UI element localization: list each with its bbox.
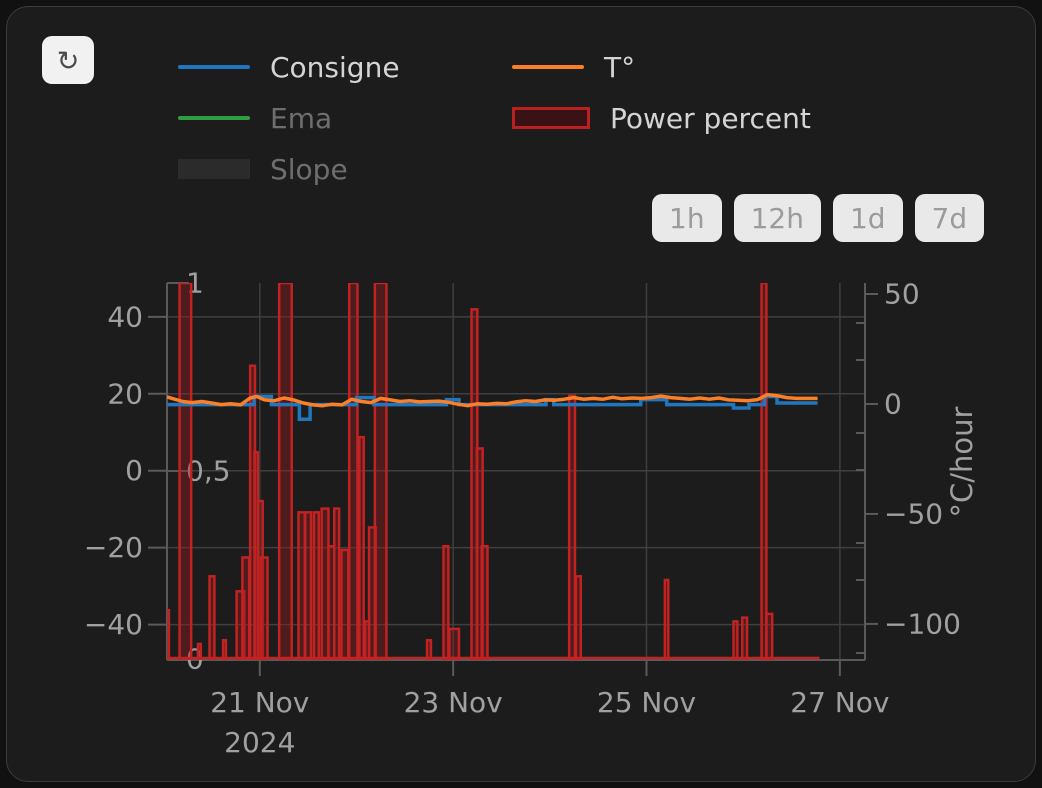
legend-swatch: [178, 159, 250, 179]
power-percent-bars: [167, 283, 820, 660]
range-button-1d[interactable]: 1d: [832, 194, 903, 242]
svg-text:40: 40: [107, 300, 143, 333]
svg-text:0,5: 0,5: [186, 455, 231, 488]
legend-swatch: [178, 65, 250, 69]
legend-column-1: Consigne Ema Slope: [178, 50, 400, 206]
svg-text:−50: −50: [884, 497, 943, 530]
svg-text:−40: −40: [84, 608, 143, 641]
svg-text:23 Nov: 23 Nov: [404, 686, 503, 719]
temperature-line: [167, 392, 818, 408]
right-axis-title: °C/hour: [945, 406, 979, 517]
legend-label: Ema: [270, 101, 333, 135]
legend-item-power-percent[interactable]: Power percent: [512, 101, 811, 135]
range-button-12h[interactable]: 12h: [733, 194, 821, 242]
legend-item-t-[interactable]: T°: [512, 50, 811, 84]
svg-text:−20: −20: [84, 531, 143, 564]
refresh-icon: ↻: [56, 46, 80, 76]
svg-text:0: 0: [125, 454, 143, 487]
range-button-7d[interactable]: 7d: [914, 194, 985, 242]
legend-label: Consigne: [270, 50, 400, 84]
range-button-1h[interactable]: 1h: [652, 194, 722, 242]
svg-text:50: 50: [884, 277, 920, 310]
range-button-group: 1h 12h 1d 7d: [652, 194, 985, 242]
svg-text:−100: −100: [884, 607, 961, 640]
legend-column-2: T° Power percent: [512, 50, 811, 155]
refresh-button[interactable]: ↻: [42, 36, 94, 84]
legend-swatch: [512, 65, 584, 69]
svg-text:25 Nov: 25 Nov: [597, 686, 696, 719]
svg-text:0: 0: [884, 387, 902, 420]
legend-label: T°: [604, 50, 636, 84]
gridlines: [167, 283, 865, 660]
legend-item-ema[interactable]: Ema: [178, 101, 400, 135]
legend-label: Power percent: [610, 101, 811, 135]
svg-text:21 Nov: 21 Nov: [210, 686, 309, 719]
svg-text:27 Nov: 27 Nov: [790, 686, 889, 719]
legend-item-slope[interactable]: Slope: [178, 152, 400, 186]
svg-text:2024: 2024: [224, 726, 295, 759]
legend-label: Slope: [270, 152, 348, 186]
svg-text:20: 20: [107, 377, 143, 410]
legend-swatch: [178, 116, 250, 120]
legend-swatch: [512, 107, 590, 129]
legend-item-consigne[interactable]: Consigne: [178, 50, 400, 84]
